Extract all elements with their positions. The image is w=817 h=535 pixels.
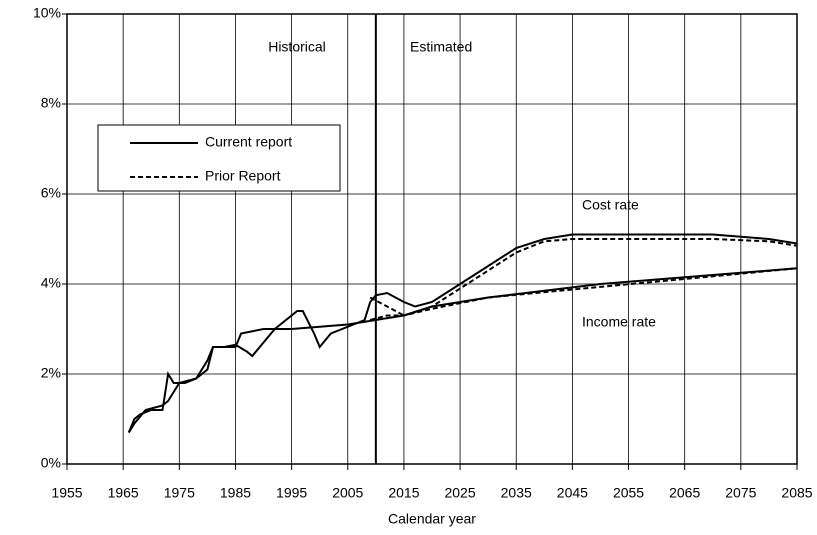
x-tick-label: 1995 xyxy=(276,485,307,501)
x-axis-label: Calendar year xyxy=(388,511,476,527)
x-tick-label: 2055 xyxy=(613,485,644,501)
line-series xyxy=(127,233,798,433)
line-series xyxy=(369,238,798,317)
y-tick-label: 4% xyxy=(41,275,61,291)
y-tick-label: 0% xyxy=(41,455,61,471)
legend-box xyxy=(97,124,341,192)
legend-label: Prior Report xyxy=(205,168,281,184)
x-tick-label: 1955 xyxy=(51,485,82,501)
annotation: Historical xyxy=(268,39,326,55)
x-tick-label: 2085 xyxy=(781,485,812,501)
y-tick-label: 10% xyxy=(33,5,61,21)
x-tick-label: 2075 xyxy=(725,485,756,501)
line-series xyxy=(369,267,798,321)
x-tick-label: 1965 xyxy=(108,485,139,501)
x-tick-label: 1975 xyxy=(164,485,195,501)
x-tick-label: 2045 xyxy=(557,485,588,501)
x-tick-label: 2025 xyxy=(444,485,475,501)
annotation: Estimated xyxy=(410,39,472,55)
x-tick-label: 2065 xyxy=(669,485,700,501)
legend: Current report Prior Report xyxy=(97,124,341,192)
line-series xyxy=(127,267,798,434)
plot-frame xyxy=(66,13,798,465)
x-tick-label: 2035 xyxy=(501,485,532,501)
x-tick-label: 2015 xyxy=(388,485,419,501)
y-tick-label: 2% xyxy=(41,365,61,381)
x-tick-label: 1985 xyxy=(220,485,251,501)
y-tick-label: 6% xyxy=(41,185,61,201)
legend-label: Current report xyxy=(205,134,292,150)
x-tick-label: 2005 xyxy=(332,485,363,501)
annotation: Income rate xyxy=(582,314,656,330)
annotation: Cost rate xyxy=(582,197,639,213)
y-tick-label: 8% xyxy=(41,95,61,111)
